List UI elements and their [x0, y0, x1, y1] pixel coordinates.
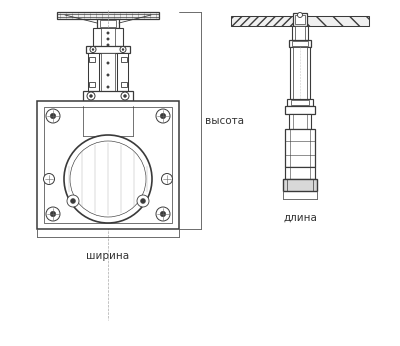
Text: высота: высота [205, 116, 244, 126]
Bar [44, 107, 172, 223]
Text: ширина: ширина [86, 251, 130, 261]
Bar [287, 99, 313, 106]
Text: длина: длина [283, 213, 317, 223]
Bar [289, 114, 311, 129]
Bar [285, 106, 315, 114]
Bar [283, 179, 317, 191]
Bar [89, 57, 95, 62]
Bar [97, 19, 119, 28]
Circle shape [156, 109, 170, 123]
Bar [57, 12, 159, 19]
Polygon shape [231, 16, 293, 26]
Circle shape [122, 48, 124, 51]
Bar [290, 47, 310, 99]
Bar [86, 46, 130, 53]
Circle shape [107, 32, 109, 34]
Bar [89, 82, 95, 87]
Bar [121, 82, 127, 87]
Circle shape [70, 141, 146, 217]
Circle shape [67, 195, 79, 207]
Circle shape [92, 48, 94, 51]
Circle shape [124, 94, 126, 98]
Circle shape [120, 46, 126, 53]
Bar [121, 57, 127, 62]
Bar [293, 47, 307, 99]
Bar [285, 167, 315, 179]
Circle shape [46, 109, 60, 123]
Bar [93, 28, 123, 46]
Bar [285, 129, 315, 167]
Circle shape [107, 62, 109, 64]
Circle shape [160, 113, 166, 119]
Circle shape [156, 207, 170, 221]
Bar [293, 13, 307, 26]
Bar [291, 100, 309, 105]
Bar [37, 101, 179, 229]
Bar [117, 53, 128, 91]
Polygon shape [307, 16, 369, 26]
Bar [101, 28, 115, 46]
Bar [88, 53, 99, 91]
Circle shape [107, 74, 109, 76]
Circle shape [137, 195, 149, 207]
Circle shape [44, 173, 54, 184]
Circle shape [87, 92, 95, 100]
Circle shape [50, 211, 56, 217]
Bar [295, 26, 305, 40]
Circle shape [46, 207, 60, 221]
Circle shape [90, 46, 96, 53]
Circle shape [70, 199, 76, 203]
Bar [292, 26, 308, 40]
Circle shape [90, 94, 92, 98]
Bar [83, 91, 133, 101]
Circle shape [162, 173, 172, 184]
Circle shape [107, 86, 109, 88]
Circle shape [121, 92, 129, 100]
Circle shape [160, 211, 166, 217]
Circle shape [107, 44, 109, 46]
Circle shape [50, 113, 56, 119]
Bar [289, 40, 311, 47]
Bar [295, 15, 305, 24]
Circle shape [64, 135, 152, 223]
Circle shape [298, 12, 302, 18]
Bar [101, 53, 115, 91]
Bar [100, 20, 116, 27]
Bar [292, 41, 308, 46]
Circle shape [107, 38, 109, 40]
Circle shape [140, 199, 146, 203]
